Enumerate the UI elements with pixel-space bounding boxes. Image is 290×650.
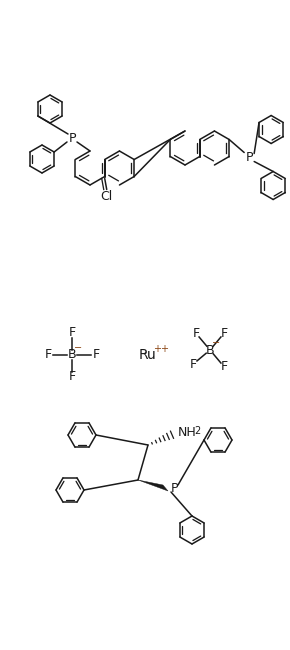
Text: ++: ++ (153, 344, 169, 354)
Text: Ru: Ru (139, 348, 157, 362)
Text: P: P (170, 482, 178, 495)
Text: F: F (68, 370, 76, 383)
Text: −: − (212, 338, 220, 348)
Text: Cl: Cl (101, 190, 113, 203)
Text: F: F (190, 358, 197, 370)
Text: F: F (221, 327, 228, 340)
Text: F: F (44, 348, 52, 361)
Text: B: B (68, 348, 76, 361)
Text: −: − (74, 343, 82, 353)
Text: 2: 2 (194, 426, 200, 436)
Text: NH: NH (178, 426, 197, 439)
Text: P: P (245, 151, 253, 164)
Text: F: F (221, 360, 228, 373)
Text: F: F (192, 327, 200, 340)
Polygon shape (138, 480, 168, 491)
Text: F: F (68, 326, 76, 339)
Text: P: P (68, 133, 76, 146)
Text: F: F (93, 348, 99, 361)
Text: B: B (206, 343, 214, 356)
